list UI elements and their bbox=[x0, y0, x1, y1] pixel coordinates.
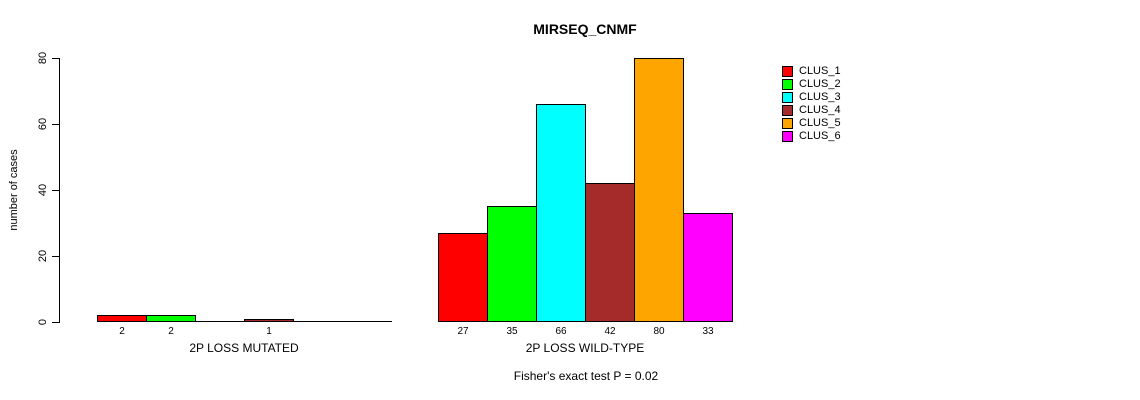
zero-bar-clus_3 bbox=[195, 321, 245, 322]
legend-label-clus_6: CLUS_6 bbox=[799, 130, 841, 142]
legend-swatch-clus_1 bbox=[782, 66, 793, 77]
legend-swatch-clus_3 bbox=[782, 92, 793, 103]
y-tick-label: 0 bbox=[37, 318, 49, 326]
y-tick-label: 80 bbox=[37, 51, 49, 65]
y-tick-mark bbox=[52, 256, 59, 257]
legend-label-clus_4: CLUS_4 bbox=[799, 104, 841, 116]
bar-value-label: 1 bbox=[266, 326, 272, 337]
legend-swatch-clus_6 bbox=[782, 131, 793, 142]
bar-clus_4 bbox=[585, 183, 635, 322]
legend-label-clus_3: CLUS_3 bbox=[799, 91, 841, 103]
chart-title: MIRSEQ_CNMF bbox=[533, 21, 637, 37]
legend-label-clus_5: CLUS_5 bbox=[799, 117, 841, 129]
bar-clus_2 bbox=[146, 315, 196, 322]
legend-swatch-clus_2 bbox=[782, 79, 793, 90]
bar-clus_2 bbox=[487, 206, 537, 322]
zero-bar-clus_5 bbox=[293, 321, 343, 322]
group-label-wildtype: 2P LOSS WILD-TYPE bbox=[525, 341, 645, 355]
bar-value-label: 27 bbox=[457, 326, 469, 337]
y-tick-mark bbox=[52, 58, 59, 59]
zero-bar-clus_6 bbox=[342, 321, 392, 322]
y-tick-label: 60 bbox=[37, 117, 49, 131]
y-tick-label: 40 bbox=[37, 183, 49, 197]
y-axis-label: number of cases bbox=[8, 149, 20, 231]
bar-value-label: 33 bbox=[702, 326, 714, 337]
bar-value-label: 35 bbox=[506, 326, 518, 337]
y-axis-line bbox=[59, 58, 60, 323]
y-tick-label: 20 bbox=[37, 249, 49, 263]
bar-value-label: 66 bbox=[555, 326, 567, 337]
bar-clus_1 bbox=[438, 233, 488, 322]
bar-clus_4 bbox=[244, 319, 294, 322]
bar-clus_6 bbox=[683, 213, 733, 322]
y-tick-mark bbox=[52, 124, 59, 125]
legend-label-clus_1: CLUS_1 bbox=[799, 65, 841, 77]
fisher-test-note: Fisher's exact test P = 0.02 bbox=[513, 369, 659, 383]
bar-clus_1 bbox=[97, 315, 147, 322]
bar-clus_5 bbox=[634, 58, 684, 322]
legend-swatch-clus_5 bbox=[782, 118, 793, 129]
bar-clus_3 bbox=[536, 104, 586, 322]
legend-swatch-clus_4 bbox=[782, 105, 793, 116]
y-tick-mark bbox=[52, 190, 59, 191]
legend-label-clus_2: CLUS_2 bbox=[799, 78, 841, 90]
bar-value-label: 2 bbox=[168, 326, 174, 337]
y-tick-mark bbox=[52, 322, 59, 323]
bar-value-label: 2 bbox=[119, 326, 125, 337]
bar-value-label: 42 bbox=[604, 326, 616, 337]
bar-value-label: 80 bbox=[653, 326, 665, 337]
group-label-mutated: 2P LOSS MUTATED bbox=[189, 341, 299, 355]
